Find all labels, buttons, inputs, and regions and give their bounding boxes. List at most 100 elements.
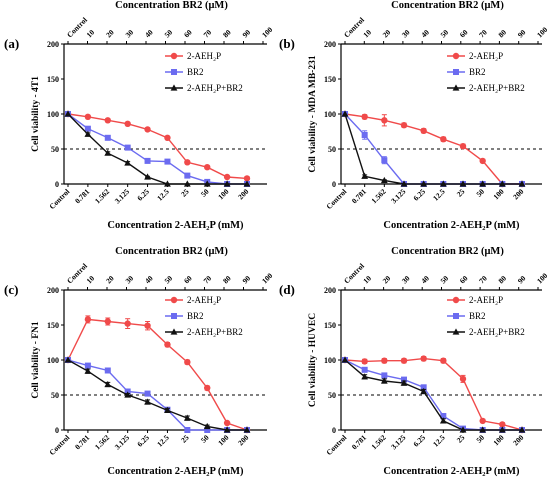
series-line [67,113,247,185]
data-point [204,384,211,392]
data-point [164,158,171,165]
data-point [104,318,111,325]
data-point [84,113,92,121]
data-point [84,316,92,323]
legend-marker [453,69,459,75]
top-tick-label: 50 [439,28,451,40]
top-tick-label: 60 [458,28,470,40]
data-point [498,426,506,433]
series-line [67,113,248,180]
legend-marker [170,296,178,304]
y-axis-label: Cell viability - MDA MB-231 [308,55,318,172]
data-point [479,426,487,433]
data-point [479,180,487,187]
data-point [381,372,388,379]
top-tick-label: 40 [419,28,431,40]
data-point [361,373,369,380]
legend-label: 2-AEH₂P+BR2 [469,83,525,93]
top-tick-label: 80 [221,274,233,286]
x-tick-label: 100 [216,187,230,201]
data-point [164,406,171,413]
y-tick-label: 200 [324,286,336,295]
data-point [164,134,171,141]
series-2: 2-AEH₂P+BR2 [341,83,526,187]
data-point [381,157,388,164]
top-tick-label: 70 [477,274,489,286]
data-point [223,419,231,427]
data-point [84,130,92,137]
legend-label: BR2 [187,67,204,77]
y-tick-label: 200 [47,40,59,49]
x-tick-label: 12.5 [431,187,447,203]
data-point [518,180,526,187]
x-tick-label: 3.125 [113,433,131,451]
legend-marker [452,296,460,304]
series-2: 2-AEH₂P+BR2 [64,327,251,433]
series-0: 2-AEH₂P [64,51,251,182]
legend-label: 2-AEH₂P [469,51,503,61]
series-line [344,113,522,185]
top-tick-label: Control [342,261,366,285]
data-point [420,180,428,187]
data-point [104,117,111,124]
data-point [243,175,251,182]
x-tick-label: 25 [455,187,467,199]
top-tick-label: 100 [260,271,274,285]
series-line [67,113,247,185]
data-point [204,164,211,171]
data-point [84,125,91,132]
series-line [67,318,248,431]
y-tick-label: 150 [47,75,59,84]
data-point [223,426,231,433]
data-point [84,362,91,369]
y-tick-label: 100 [47,356,59,365]
x-tick-label: 6.25 [135,187,151,203]
data-point [381,357,388,364]
data-point [164,180,171,187]
top-tick-label: 30 [124,274,136,286]
x-axis-label: Concentration 2-AEH₂P (mM) [383,220,520,231]
x-tick-label: 0.781 [350,433,368,451]
data-point [400,122,408,129]
top-tick-label: 60 [458,274,470,286]
x-tick-label: 1.562 [93,433,111,451]
x-tick-label: 6.25 [411,187,427,203]
legend-label: BR2 [469,311,486,321]
series-0: 2-AEH₂P [64,295,251,434]
x-tick-label: 50 [474,433,486,445]
data-point [144,390,151,397]
data-point [361,172,369,179]
x-tick-label: Control [324,187,348,211]
x-tick-label: 100 [491,187,505,201]
top-tick-label: 30 [124,28,136,40]
data-point [361,132,368,138]
top-tick-label: 70 [202,274,214,286]
data-point [84,367,92,374]
data-point [400,379,408,386]
series-line [344,357,523,431]
data-point [204,427,211,433]
legend-label: 2-AEH₂P [187,51,221,61]
data-point [518,426,526,433]
data-point [203,422,211,430]
x-tick-label: 0.781 [350,187,368,205]
legend-marker [171,313,177,319]
top-tick-label: 50 [439,274,451,286]
data-point [420,384,427,391]
data-point [479,157,486,165]
x-tick-label: 200 [236,187,250,201]
x-tick-label: 12.5 [155,433,171,449]
x-tick-label: 0.781 [73,433,91,451]
data-point [499,421,506,428]
legend-marker [452,84,460,91]
legend-marker [170,328,178,335]
x-tick-label: 200 [511,433,525,447]
legend-label: BR2 [469,67,486,77]
top-tick-label: 90 [516,274,528,286]
y-axis-label: Cell viability - HUVEC [308,313,318,407]
data-point [459,180,467,187]
top-tick-label: 60 [182,274,194,286]
legend-label: 2-AEH₂P+BR2 [469,327,525,337]
data-point [183,414,191,421]
